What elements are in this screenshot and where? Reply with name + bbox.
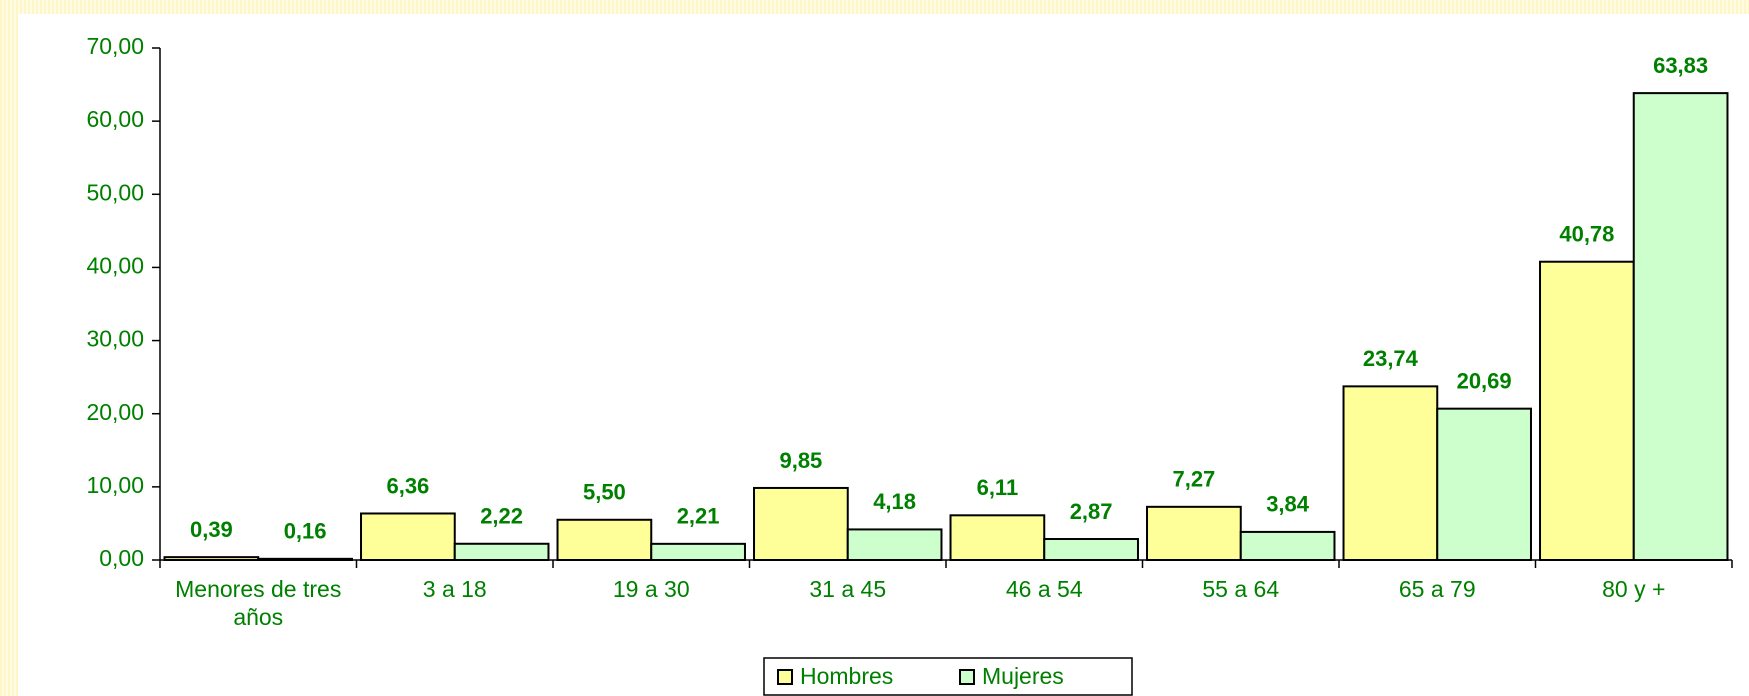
bar [846,528,943,561]
value-label: 2,21 [677,504,720,529]
value-label: 5,50 [583,480,626,505]
y-tick-label: 10,00 [86,472,144,498]
legend-label: Mujeres [982,663,1064,689]
bar [1539,260,1635,561]
bar [753,486,849,561]
value-label: 2,22 [480,504,523,529]
value-label: 4,18 [873,489,916,514]
value-label: 3,84 [1266,492,1310,517]
bar [360,512,456,561]
bar [1342,385,1439,561]
x-tick-label: 55 a 64 [1202,576,1280,602]
x-tick-label: Menores de tres años [175,576,342,630]
y-tick-label: 40,00 [86,253,144,279]
y-tick-label: 20,00 [86,399,144,425]
bar [556,518,653,561]
chart-panel [18,14,1749,696]
value-label: 6,11 [977,475,1019,500]
value-label: 20,69 [1457,368,1512,393]
bar [1239,530,1336,562]
legend-box [763,657,1133,696]
bar [949,514,1046,561]
y-tick-label: 0,00 [99,545,144,571]
bar [1632,92,1729,561]
value-label: 0,16 [284,519,327,544]
value-label: 40,78 [1559,222,1614,247]
value-label: 2,87 [1070,499,1113,524]
x-tick-label: 46 a 54 [1005,576,1083,602]
value-label: 0,39 [190,517,233,542]
value-label: 7,27 [1172,467,1215,492]
value-label: 23,74 [1363,346,1419,371]
bar [650,542,746,562]
bar [1436,407,1532,561]
y-tick-label: 50,00 [86,179,144,205]
x-tick-label: 3 a 18 [422,576,487,602]
x-tick-label: 80 y + [1602,576,1666,602]
x-tick-label: 31 a 45 [809,576,887,602]
value-label: 9,85 [779,448,822,473]
x-tick-label: 19 a 30 [612,576,690,602]
x-tick-label: 65 a 79 [1398,576,1476,602]
legend-label: Hombres [800,663,893,689]
y-tick-label: 70,00 [86,33,144,59]
bar [1043,538,1139,561]
legend-swatch [959,669,975,685]
value-label: 63,83 [1653,53,1708,78]
bar [1146,505,1242,561]
y-tick-label: 60,00 [86,106,144,132]
bar [453,542,550,561]
value-label: 6,36 [386,473,429,498]
y-tick-label: 30,00 [86,326,144,352]
legend-swatch [777,669,793,685]
